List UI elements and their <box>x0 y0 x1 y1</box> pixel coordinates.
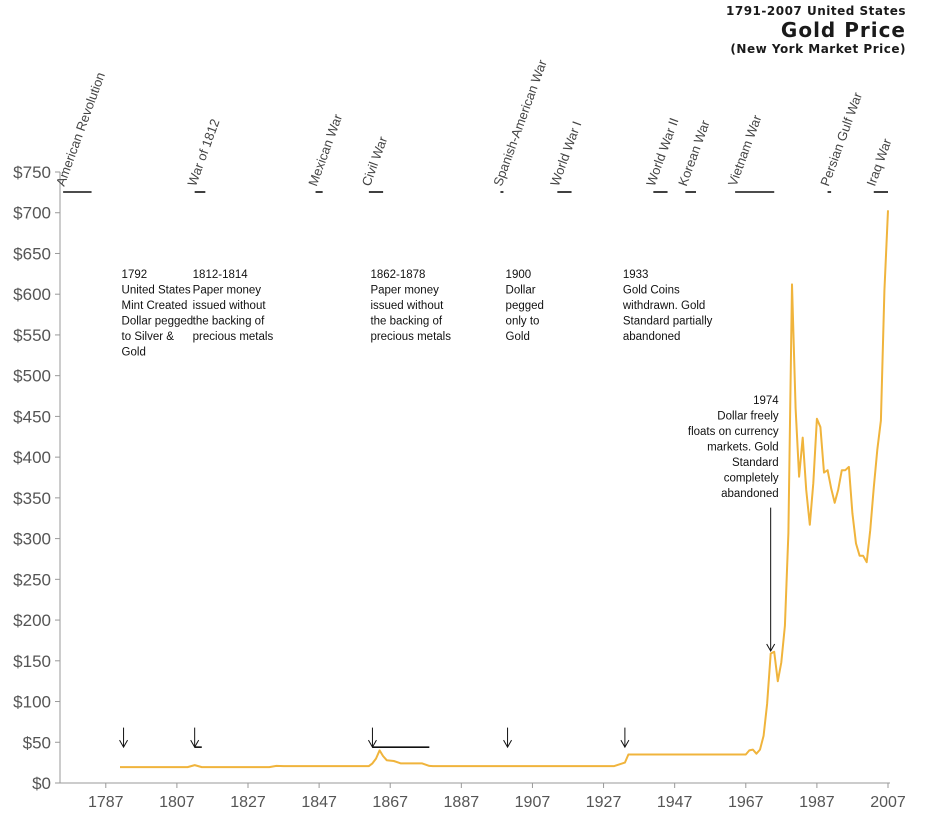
chart-title: Gold Price <box>780 18 906 42</box>
chart-title-block: 1791-2007 United States Gold Price (New … <box>726 4 906 56</box>
annotation-text: the backing of <box>193 315 265 327</box>
annotation-text: withdrawn. Gold <box>622 300 705 312</box>
x-tick-label: 1907 <box>515 794 551 811</box>
annotation-text: Paper money <box>370 284 439 296</box>
x-tick-label: 1887 <box>444 794 480 811</box>
y-tick-label: $100 <box>13 693 51 712</box>
annotation-text: Gold <box>506 331 530 343</box>
war-label: Spanish-American War <box>490 57 550 188</box>
annotation-text: Paper money <box>193 284 262 296</box>
annotations: 1792 United States Mint Created Dollar pegg… <box>119 269 779 749</box>
x-tick-label: 1987 <box>799 794 835 811</box>
y-tick-label: $400 <box>13 448 51 467</box>
war-label: Vietnam War <box>725 112 765 188</box>
annotation-text: 1812-1814 <box>193 269 249 281</box>
annotation-text: pegged <box>506 300 544 312</box>
y-tick-label: $50 <box>23 733 51 752</box>
annotation-arrowhead <box>503 739 512 749</box>
x-tick-label: 1947 <box>657 794 693 811</box>
annotation-text: 1933 <box>623 269 649 281</box>
annotation-text: to Silver & <box>122 331 175 343</box>
annotation-text: Dollar pegged <box>122 315 194 327</box>
chart-title-top: 1791-2007 United States <box>726 4 906 18</box>
y-tick-label: $200 <box>13 611 51 630</box>
annotation-text: Gold Coins <box>623 284 680 296</box>
x-tick-label: 1847 <box>301 794 337 811</box>
war-periods: American Revolution War of 1812 Mexican Wa… <box>53 57 895 193</box>
annotation-arrowhead <box>620 739 630 749</box>
war-label: War of 1812 <box>184 117 222 188</box>
annotation-text: 1974 <box>753 395 779 407</box>
y-tick-label: $250 <box>13 570 51 589</box>
y-tick-label: $0 <box>32 774 51 793</box>
x-axis: 1787 1807 1827 1847 1867 1887 1907 1927 1947 1967… <box>60 782 906 811</box>
annotation-text: precious metals <box>370 331 451 343</box>
war-label: World War II <box>643 116 682 188</box>
annotation-text: Gold <box>122 346 146 358</box>
x-tick-label: 1827 <box>230 794 266 811</box>
annotation-text: Dollar freely <box>717 411 779 423</box>
war-label: Persian Gulf War <box>817 90 865 188</box>
x-tick-label: 1867 <box>372 794 408 811</box>
y-tick-label: $700 <box>13 204 51 223</box>
y-tick-label: $600 <box>13 285 51 304</box>
annotation-text: issued without <box>193 300 267 312</box>
y-tick-label: $350 <box>13 489 51 508</box>
y-tick-label: $500 <box>13 367 51 386</box>
annotation-text: Dollar <box>506 284 536 296</box>
war-label: Korean War <box>675 118 713 188</box>
annotation-arrowhead <box>368 739 377 749</box>
y-axis: $0 $50 $100 $150 $200 $250 $300 $350 $400 $450 $50… <box>13 163 61 793</box>
war-label: American Revolution <box>53 70 108 188</box>
annotation-text: 1792 <box>122 269 148 281</box>
x-tick-label: 1967 <box>728 794 764 811</box>
y-tick-label: $650 <box>13 244 51 263</box>
annotation-text: 1862-1878 <box>370 269 425 281</box>
x-tick-label: 1787 <box>88 794 124 811</box>
y-tick-label: $450 <box>13 407 51 426</box>
x-tick-label: 2007 <box>870 794 906 811</box>
annotation-arrowhead <box>119 739 128 749</box>
annotation-text: 1900 <box>506 269 532 281</box>
chart-subtitle: (New York Market Price) <box>730 42 906 56</box>
war-label: Mexican War <box>305 111 345 188</box>
annotation-text: Mint Created <box>122 300 188 312</box>
price-series <box>120 210 889 769</box>
annotation-text: only to <box>506 315 540 327</box>
y-tick-label: $550 <box>13 326 51 345</box>
annotation-text: floats on currency <box>688 426 779 438</box>
war-label: World War I <box>547 119 584 188</box>
x-tick-label: 1927 <box>586 794 622 811</box>
annotation-text: issued without <box>370 300 444 312</box>
annotation-text: precious metals <box>193 331 274 343</box>
annotation-text: Standard partially <box>623 315 713 327</box>
gold-price-line <box>120 210 889 769</box>
annotation-text: Standard <box>732 457 779 469</box>
y-tick-label: $750 <box>13 163 51 182</box>
y-tick-label: $150 <box>13 652 51 671</box>
war-label: Iraq War <box>864 136 895 188</box>
annotation-text: markets. Gold <box>707 442 779 454</box>
annotation-text: United States <box>122 284 191 296</box>
war-label: Civil War <box>359 134 391 188</box>
x-tick-label: 1807 <box>159 794 195 811</box>
annotation-text: abandoned <box>721 488 779 500</box>
y-tick-label: $300 <box>13 530 51 549</box>
annotation-text: abandoned <box>623 331 681 343</box>
annotation-text: the backing of <box>370 315 442 327</box>
annotation-arrowhead <box>766 643 776 653</box>
annotation-text: completely <box>724 473 779 485</box>
